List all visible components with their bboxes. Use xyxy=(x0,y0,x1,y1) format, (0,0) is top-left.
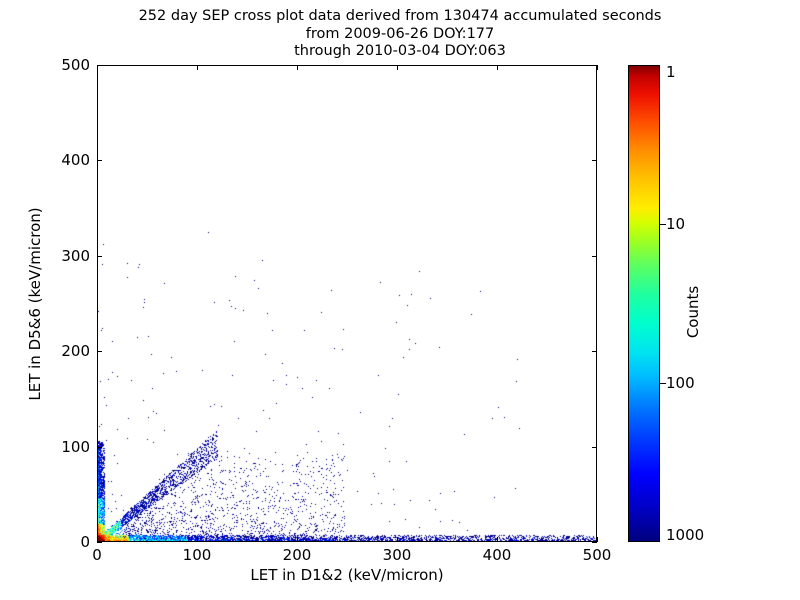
x-tick-mark-top xyxy=(97,65,98,70)
plot-area xyxy=(97,65,597,542)
x-tick-mark xyxy=(397,537,398,542)
y-tick-label: 500 xyxy=(61,56,90,74)
x-tick-mark-top xyxy=(297,65,298,70)
x-tick-mark-top xyxy=(197,65,198,70)
y-tick-mark xyxy=(97,351,102,353)
y-tick-mark-right xyxy=(592,542,597,543)
plot-title-line-2: from 2009-06-26 DOY:177 xyxy=(305,25,495,42)
x-tick-label: 400 xyxy=(482,546,512,564)
plot-title-line-3: through 2010-03-04 DOY:063 xyxy=(294,43,506,59)
y-tick-label: 0 xyxy=(80,533,90,551)
y-tick-mark xyxy=(97,65,102,66)
colorbar-tick-label: 1000 xyxy=(666,526,705,544)
scatter-data-layer xyxy=(98,66,596,541)
plot-title: 252 day SEP cross plot data derived from… xyxy=(0,8,800,61)
y-tick-mark-right xyxy=(592,65,597,66)
x-tick-label: 0 xyxy=(92,546,102,564)
y-tick-mark-right xyxy=(592,160,597,162)
colorbar-tick-label: 100 xyxy=(666,374,695,392)
x-tick-mark xyxy=(497,537,498,542)
y-tick-mark-right xyxy=(592,351,597,353)
y-tick-label: 400 xyxy=(61,151,90,170)
x-tick-mark-top xyxy=(597,65,598,70)
colorbar-tick-label: 1 xyxy=(666,63,676,81)
y-tick-label: 300 xyxy=(61,246,90,265)
x-tick-mark xyxy=(97,537,98,542)
colorbar-gradient xyxy=(628,65,660,542)
colorbar: 1000 100 10 1 xyxy=(628,63,704,544)
colorbar-tick-label: 10 xyxy=(666,215,686,233)
y-tick-mark xyxy=(97,160,102,162)
colorbar-tick-mark xyxy=(660,224,666,225)
colorbar-label: Counts xyxy=(684,285,702,339)
colorbar-tick-mark xyxy=(660,383,666,384)
x-tick-mark-top xyxy=(497,65,498,70)
x-axis-label: LET in D1&2 (keV/micron) xyxy=(250,566,444,584)
y-tick-mark xyxy=(97,542,102,543)
y-tick-label: 200 xyxy=(61,342,90,361)
y-tick-mark-right xyxy=(592,255,597,257)
plot-title-line-1: 252 day SEP cross plot data derived from… xyxy=(138,8,662,24)
x-tick-mark xyxy=(597,537,598,542)
x-tick-label: 100 xyxy=(182,546,212,564)
x-tick-label: 200 xyxy=(282,546,312,564)
y-tick-label: 100 xyxy=(61,437,90,456)
y-tick-mark xyxy=(97,446,102,448)
y-tick-mark xyxy=(97,255,102,257)
x-tick-label: 500 xyxy=(582,546,612,564)
x-tick-mark-top xyxy=(397,65,398,70)
x-tick-mark xyxy=(197,537,198,542)
x-tick-label: 300 xyxy=(382,546,412,564)
x-tick-mark xyxy=(297,537,298,542)
y-axis-label: LET in D5&6 (keV/micron) xyxy=(26,207,44,401)
y-tick-mark-right xyxy=(592,446,597,448)
